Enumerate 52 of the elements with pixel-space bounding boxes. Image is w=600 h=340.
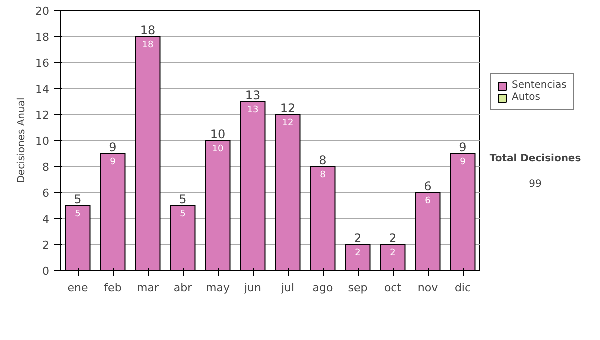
x-tick-label: ago [312,282,334,294]
data-label: 5 [75,210,81,220]
x-tick-label: may [206,282,230,294]
x-tick-label: ene [68,282,88,294]
total-label: 6 [424,180,432,194]
y-tick-label: 10 [36,135,50,148]
x-tick-label: jun [244,282,262,294]
data-label: 5 [180,210,186,220]
x-tick-label: feb [104,282,122,294]
y-tick-label: 20 [36,5,50,18]
y-axis-title: Decisiones Anual [16,98,28,184]
y-tick-label: 8 [42,161,50,174]
x-tick-label: sep [348,282,368,294]
x-tick-label: nov [418,282,439,294]
legend-label: Autos [512,92,540,103]
data-label: 2 [390,248,396,258]
total-label: 13 [245,88,261,102]
total-label: 9 [109,140,117,154]
y-tick-label: 16 [36,57,50,70]
y-tick-label: 0 [42,265,50,278]
total-label: 2 [389,232,397,246]
data-label: 6 [425,196,432,206]
total-label: 12 [280,102,296,116]
data-label: 18 [142,40,154,50]
total-label: 2 [354,232,362,246]
y-tick-label: 4 [42,213,50,226]
text: Total Decisiones [490,154,582,164]
legend-label: Sentencias [512,80,567,91]
x-tick-label: abr [174,282,193,294]
total-label: 8 [319,154,327,168]
y-tick-label: 12 [36,109,50,122]
x-tick-label: dic [454,282,472,294]
data-label: 8 [320,170,326,180]
total-label: 18 [140,24,156,38]
data-label: 13 [247,106,259,116]
y-tick-label: 6 [42,187,50,200]
data-label: 2 [355,248,361,258]
y-tick-label: 18 [36,31,50,44]
text: 99 [529,178,542,190]
data-label: 9 [460,158,466,168]
y-tick-label: 2 [42,239,50,252]
x-tick-label: mar [137,282,160,294]
data-label: 9 [110,158,116,168]
total-label: 5 [179,192,187,206]
x-tick-label: oct [384,282,402,294]
data-label: 12 [282,118,294,128]
x-tick-label: jul [280,282,295,294]
y-tick-label: 14 [36,83,50,96]
total-label: 9 [459,140,467,154]
total-label: 5 [74,192,82,206]
total-label: 10 [210,128,226,142]
data-label: 10 [212,144,224,154]
